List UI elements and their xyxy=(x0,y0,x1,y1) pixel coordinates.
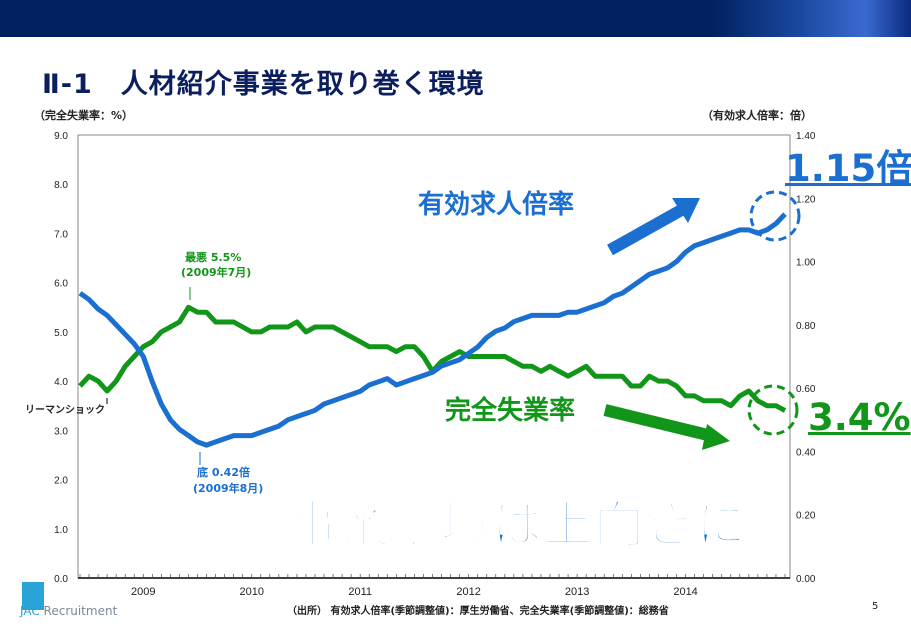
left-tick-label: 3.0 xyxy=(54,426,68,437)
source-note: （出所） 有効求人倍率(季節調整値)：厚生労働省、完全失業率(季節調整値)：総務… xyxy=(287,606,669,617)
jac-logo xyxy=(22,582,44,610)
right-tick-label: 1.20 xyxy=(796,194,816,205)
right-axis-label: （有効求人倍率：倍） xyxy=(702,109,812,122)
left-tick-label: 7.0 xyxy=(54,229,68,240)
right-tick-label: 0.80 xyxy=(796,321,816,332)
bottom-date: (2009年8月) xyxy=(193,482,264,495)
left-tick-label: 4.0 xyxy=(54,377,68,388)
logo-recruitment: Recruitment xyxy=(39,604,118,618)
unemployment-arrow-head xyxy=(702,424,730,450)
left-axis-label: （完全失業率：%） xyxy=(34,109,134,122)
right-tick-label: 1.40 xyxy=(796,131,816,142)
x-tick-label: 2010 xyxy=(239,586,263,598)
unemployment-arrow-shaft xyxy=(603,404,714,442)
logo-text: JAC Recruitment xyxy=(20,604,117,618)
lehman-annotation: リーマンショック xyxy=(25,405,105,416)
left-tick-label: 6.0 xyxy=(54,279,68,290)
left-tick-label: 8.0 xyxy=(54,180,68,191)
left-tick-label: 9.0 xyxy=(54,131,68,142)
ratio-arrow-shaft xyxy=(607,202,688,256)
x-tick-label: 2009 xyxy=(131,586,155,598)
logo-jac: JAC xyxy=(20,604,40,618)
job-ratio-line xyxy=(78,212,787,448)
x-tick-label: 2012 xyxy=(456,586,480,598)
left-tick-label: 0.0 xyxy=(54,574,68,585)
worst-annotation: 最悪 5.5% xyxy=(185,251,242,264)
unemployment-series-label: 完全失業率 xyxy=(445,396,576,426)
page-number: 5 xyxy=(872,601,879,612)
unemployment-highlight-circle xyxy=(747,384,799,436)
ratio-highlight-circle xyxy=(749,190,801,242)
right-tick-label: 0.40 xyxy=(796,447,816,458)
ratio-arrow-head xyxy=(672,198,700,223)
page-title: Ⅱ-1 人材紹介事業を取り巻く環境 xyxy=(42,69,485,100)
left-tick-label: 5.0 xyxy=(54,328,68,339)
bottom-annotation: 底 0.42倍 xyxy=(197,466,250,479)
x-tick-label: 2013 xyxy=(565,586,589,598)
worst-date: (2009年7月) xyxy=(181,266,252,279)
right-tick-label: 0.00 xyxy=(796,574,816,585)
right-tick-label: 0.20 xyxy=(796,511,816,522)
x-tick-label: 2011 xyxy=(348,586,372,598)
left-tick-label: 2.0 xyxy=(54,476,68,487)
right-tick-label: 1.00 xyxy=(796,258,816,269)
left-tick-label: 1.0 xyxy=(54,525,68,536)
header-band xyxy=(0,0,911,37)
right-tick-label: 0.60 xyxy=(796,384,816,395)
unemployment-current-value: 3.4% xyxy=(808,396,911,439)
headline: 事業環境は上向きに xyxy=(287,496,747,554)
ratio-series-label: 有効求人倍率 xyxy=(418,190,575,220)
x-tick-label: 2014 xyxy=(673,586,697,598)
ratio-current-value: 1.15倍 xyxy=(785,147,911,190)
unemployment-line xyxy=(78,304,787,413)
